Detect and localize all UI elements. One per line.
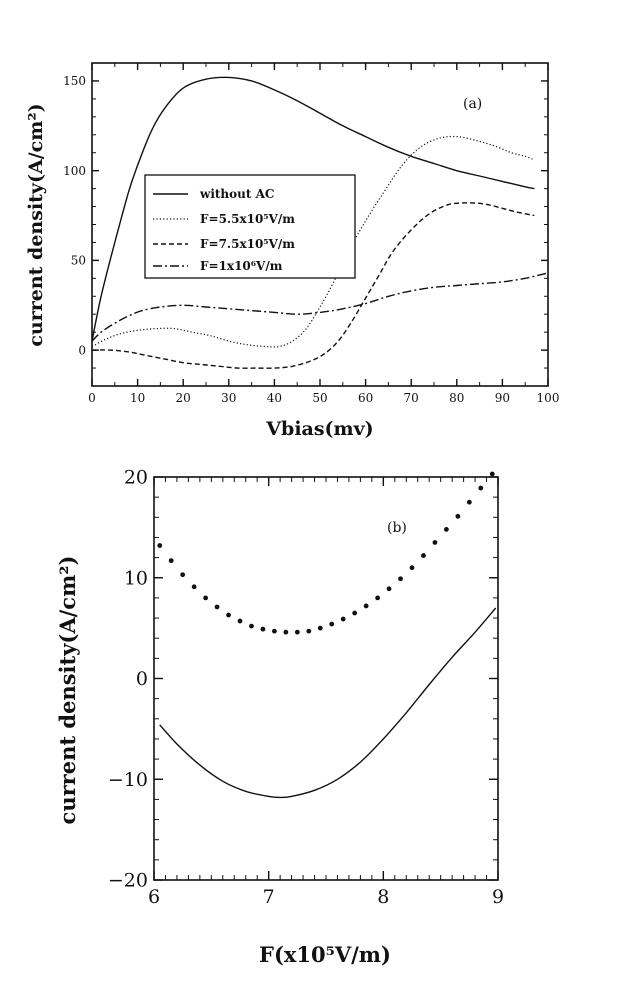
series-b-dot-point xyxy=(237,618,243,624)
y-tick-label: 10 xyxy=(124,567,148,589)
x-tick-label: 50 xyxy=(312,391,327,405)
panel-a-x-axis-title: Vbias(mv) xyxy=(265,418,373,440)
series-b-dot-point xyxy=(283,629,289,635)
y-tick-label: −10 xyxy=(108,769,148,791)
x-tick-label: 6 xyxy=(148,886,160,908)
x-tick-label: 100 xyxy=(537,391,560,405)
series-b-dot-point xyxy=(157,543,163,548)
panel-a-legend: without AC F=5.5x10⁵V/m F=7.5x10⁵V/m F=1… xyxy=(144,174,356,279)
series-a-2-line xyxy=(91,202,535,369)
x-tick-label: 0 xyxy=(88,391,96,405)
x-tick-label: 70 xyxy=(404,391,419,405)
legend-label-f55: F=5.5x10⁵V/m xyxy=(200,212,295,226)
panel-b-label: (b) xyxy=(387,520,407,536)
y-tick-label: 0 xyxy=(136,668,148,690)
series-b-dot-point xyxy=(168,558,174,564)
y-tick-label: 150 xyxy=(63,74,86,88)
series-b-dot-point xyxy=(375,595,380,601)
x-tick-label: 60 xyxy=(358,391,373,405)
series-b-dot-point xyxy=(409,565,415,571)
x-tick-label: 40 xyxy=(267,391,282,405)
series-b-dot-point xyxy=(203,595,209,601)
series-a-0-line xyxy=(91,76,535,342)
y-tick-label: −20 xyxy=(108,870,148,892)
panel-b-plot-frame xyxy=(153,476,499,881)
legend-label-f75: F=7.5x10⁵V/m xyxy=(200,237,295,251)
panel-b-ticks: 6 7 8 9 −20 −10 0 10 20 xyxy=(108,467,504,908)
series-b-1-line xyxy=(159,607,497,799)
series-b-dot-point xyxy=(455,513,461,519)
y-tick-label: 20 xyxy=(124,467,148,489)
legend-label-f1e6: F=1x10⁶V/m xyxy=(200,259,283,273)
panel-b: 6 7 8 9 −20 −10 0 10 20 (b) F(x10⁵V/m) current d… xyxy=(55,467,504,967)
series-b-dot-point xyxy=(489,471,495,477)
series-b-dot-point xyxy=(226,612,231,618)
y-tick-label: 100 xyxy=(63,164,86,178)
panel-b-x-axis-title: F(x10⁵V/m) xyxy=(259,942,391,967)
panel-a-y-axis-title: current density(A/cm²) xyxy=(25,103,47,346)
series-b-dot-point xyxy=(329,621,335,627)
series-b-dot-point xyxy=(386,586,392,592)
series-b-dot-point xyxy=(249,623,254,629)
series-b-dot-point xyxy=(306,628,312,634)
x-tick-label: 80 xyxy=(449,391,464,405)
series-b-dot-point xyxy=(260,626,266,632)
series-b-dot-point xyxy=(340,616,346,622)
series-b-dot-point xyxy=(398,576,403,582)
panel-b-series xyxy=(157,471,497,799)
series-b-dot-point xyxy=(317,625,323,631)
x-tick-label: 20 xyxy=(176,391,191,405)
series-b-dot-point xyxy=(444,526,449,532)
series-a-3-line xyxy=(91,272,549,342)
x-tick-label: 7 xyxy=(263,886,275,908)
x-tick-label: 30 xyxy=(221,391,236,405)
series-b-dot-point xyxy=(214,604,220,610)
series-b-dot-point xyxy=(294,629,300,635)
x-tick-label: 10 xyxy=(130,391,145,405)
panel-a-label: (a) xyxy=(463,96,482,112)
panel-a: 0 10 20 30 40 50 60 70 80 90 100 0 50 100 150 (a) with… xyxy=(25,62,560,440)
series-b-dot-point xyxy=(352,610,358,616)
x-tick-label: 90 xyxy=(495,391,510,405)
y-tick-label: 0 xyxy=(78,343,86,357)
series-b-dot-point xyxy=(191,584,197,590)
series-b-dot-point xyxy=(180,572,186,578)
series-b-dot-point xyxy=(272,628,277,634)
legend-label-without-ac: without AC xyxy=(199,187,274,201)
y-tick-label: 50 xyxy=(71,254,86,268)
series-b-dot-point xyxy=(432,540,438,545)
panel-a-series xyxy=(91,76,549,369)
series-b-dot-point xyxy=(466,499,472,505)
series-b-dot-point xyxy=(363,603,369,609)
x-tick-label: 8 xyxy=(377,886,389,908)
x-tick-label: 9 xyxy=(492,886,504,908)
series-b-dot-point xyxy=(421,553,426,558)
legend-box xyxy=(144,174,356,279)
panel-b-y-axis-title: current density(A/cm²) xyxy=(55,556,80,825)
series-b-dot-point xyxy=(478,485,484,491)
panel-a-ticks: 0 10 20 30 40 50 60 70 80 90 100 0 50 100 150 xyxy=(63,62,560,405)
